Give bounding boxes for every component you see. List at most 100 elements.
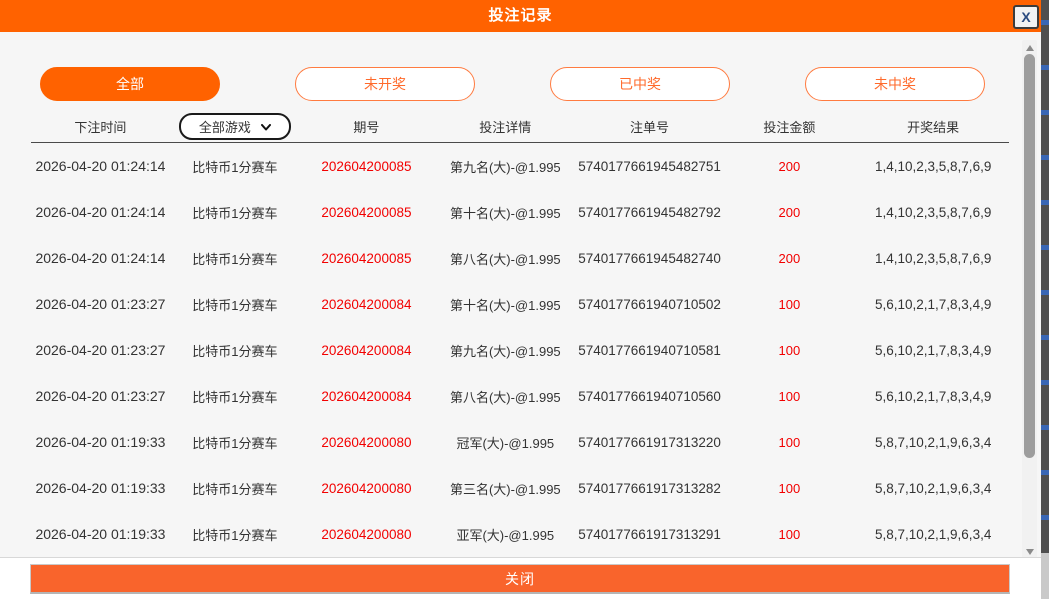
filter-lost-button[interactable]: 未中奖 [805,67,985,101]
game-cell: 比特币1分赛车 [192,435,278,451]
modal-titlebar: 投注记录 X [0,0,1041,32]
order-no-cell: 5740177661917313220 [578,434,721,450]
header-order-no: 注单号 [630,120,670,135]
modal-footer: 关闭 [0,557,1041,599]
detail-cell: 第八名(大)-@1.995 [449,389,561,405]
scrollbar-thumb[interactable] [1024,54,1035,458]
period-cell: 202604200085 [321,158,412,174]
table-body: 2026-04-20 01:24:14 比特币1分赛车 202604200085… [31,143,1009,557]
period-cell: 202604200084 [321,388,412,404]
game-cell: 比特币1分赛车 [192,205,278,221]
detail-cell: 第十名(大)-@1.995 [449,297,561,313]
background-page-edge [1041,0,1049,553]
bet-time-cell: 2026-04-20 01:23:27 [35,342,166,358]
filter-not-drawn-button[interactable]: 未开奖 [295,67,475,101]
table-row: 2026-04-20 01:19:33 比特币1分赛车 202604200080… [31,511,1009,557]
game-cell: 比特币1分赛车 [192,343,278,359]
table-row: 2026-04-20 01:23:27 比特币1分赛车 202604200084… [31,373,1009,419]
game-cell: 比特币1分赛车 [192,527,278,543]
detail-cell: 亚军(大)-@1.995 [456,527,555,543]
game-cell: 比特币1分赛车 [192,481,278,497]
amount-cell: 100 [778,388,801,404]
order-no-cell: 5740177661917313291 [578,526,721,542]
status-filter-bar: 全部 未开奖 已中奖 未中奖 [0,32,1041,101]
order-no-cell: 5740177661945482792 [578,204,721,220]
table-row: 2026-04-20 01:24:14 比特币1分赛车 202604200085… [31,235,1009,281]
header-bet-time: 下注时间 [74,120,127,135]
header-amount: 投注金额 [763,120,816,135]
header-period: 期号 [353,120,380,135]
table-row: 2026-04-20 01:24:14 比特币1分赛车 202604200085… [31,143,1009,189]
close-x-button[interactable]: X [1013,5,1039,29]
order-no-cell: 5740177661945482740 [578,250,721,266]
modal-title: 投注记录 [488,7,553,24]
table-header-row: 下注时间 全部游戏 期号 投注详情 注单号 投注金额 开奖结果 [31,113,1009,143]
detail-cell: 第九名(大)-@1.995 [449,159,561,175]
bet-time-cell: 2026-04-20 01:24:14 [35,250,166,266]
table-row: 2026-04-20 01:24:14 比特币1分赛车 202604200085… [31,189,1009,235]
table-row: 2026-04-20 01:23:27 比特币1分赛车 202604200084… [31,327,1009,373]
period-cell: 202604200084 [321,296,412,312]
result-cell: 5,6,10,2,1,7,8,3,4,9 [874,342,992,358]
table-row: 2026-04-20 01:23:27 比特币1分赛车 202604200084… [31,281,1009,327]
period-cell: 202604200080 [321,526,412,542]
order-no-cell: 5740177661940710502 [578,296,721,312]
game-filter-selected-value: 全部游戏 [198,120,251,135]
amount-cell: 100 [778,480,801,496]
vertical-scrollbar[interactable] [1022,40,1037,560]
bet-records-table: 下注时间 全部游戏 期号 投注详情 注单号 投注金额 开奖结果 2026-04-… [31,113,1009,557]
amount-cell: 200 [778,204,801,220]
game-cell: 比特币1分赛车 [192,251,278,267]
amount-cell: 100 [778,342,801,358]
header-detail: 投注详情 [479,120,532,135]
game-cell: 比特币1分赛车 [192,159,278,175]
header-result: 开奖结果 [907,120,960,135]
bet-time-cell: 2026-04-20 01:24:14 [35,204,166,220]
detail-cell: 第十名(大)-@1.995 [449,205,561,221]
order-no-cell: 5740177661945482751 [578,158,721,174]
result-cell: 5,8,7,10,2,1,9,6,3,4 [874,480,992,496]
detail-cell: 第三名(大)-@1.995 [449,481,561,497]
table-row: 2026-04-20 01:19:33 比特币1分赛车 202604200080… [31,419,1009,465]
close-button[interactable]: 关闭 [30,564,1010,594]
table-row: 2026-04-20 01:19:33 比特币1分赛车 202604200080… [31,465,1009,511]
scroll-up-icon[interactable] [1025,45,1034,51]
detail-cell: 第九名(大)-@1.995 [449,343,561,359]
result-cell: 5,8,7,10,2,1,9,6,3,4 [874,526,992,542]
amount-cell: 100 [778,296,801,312]
amount-cell: 200 [778,250,801,266]
header-game-filter: 全部游戏 [170,113,300,140]
amount-cell: 100 [778,434,801,450]
bet-time-cell: 2026-04-20 01:23:27 [35,388,166,404]
order-no-cell: 5740177661940710581 [578,342,721,358]
amount-cell: 200 [778,158,801,174]
order-no-cell: 5740177661917313282 [578,480,721,496]
result-cell: 5,6,10,2,1,7,8,3,4,9 [874,296,992,312]
bet-time-cell: 2026-04-20 01:23:27 [35,296,166,312]
filter-won-button[interactable]: 已中奖 [550,67,730,101]
period-cell: 202604200084 [321,342,412,358]
bet-time-cell: 2026-04-20 01:19:33 [35,434,166,450]
detail-cell: 冠军(大)-@1.995 [456,435,555,451]
game-cell: 比特币1分赛车 [192,297,278,313]
period-cell: 202604200080 [321,434,412,450]
order-no-cell: 5740177661940710560 [578,388,721,404]
bet-time-cell: 2026-04-20 01:19:33 [35,480,166,496]
result-cell: 1,4,10,2,3,5,8,7,6,9 [874,204,992,220]
game-filter-select[interactable]: 全部游戏 [178,113,291,140]
amount-cell: 100 [778,526,801,542]
scroll-down-icon[interactable] [1025,549,1034,555]
game-cell: 比特币1分赛车 [192,389,278,405]
bet-time-cell: 2026-04-20 01:19:33 [35,526,166,542]
chevron-down-icon [260,119,271,134]
period-cell: 202604200085 [321,250,412,266]
result-cell: 5,6,10,2,1,7,8,3,4,9 [874,388,992,404]
result-cell: 1,4,10,2,3,5,8,7,6,9 [874,250,992,266]
filter-all-button[interactable]: 全部 [40,67,220,101]
detail-cell: 第八名(大)-@1.995 [449,251,561,267]
result-cell: 1,4,10,2,3,5,8,7,6,9 [874,158,992,174]
result-cell: 5,8,7,10,2,1,9,6,3,4 [874,434,992,450]
period-cell: 202604200085 [321,204,412,220]
period-cell: 202604200080 [321,480,412,496]
